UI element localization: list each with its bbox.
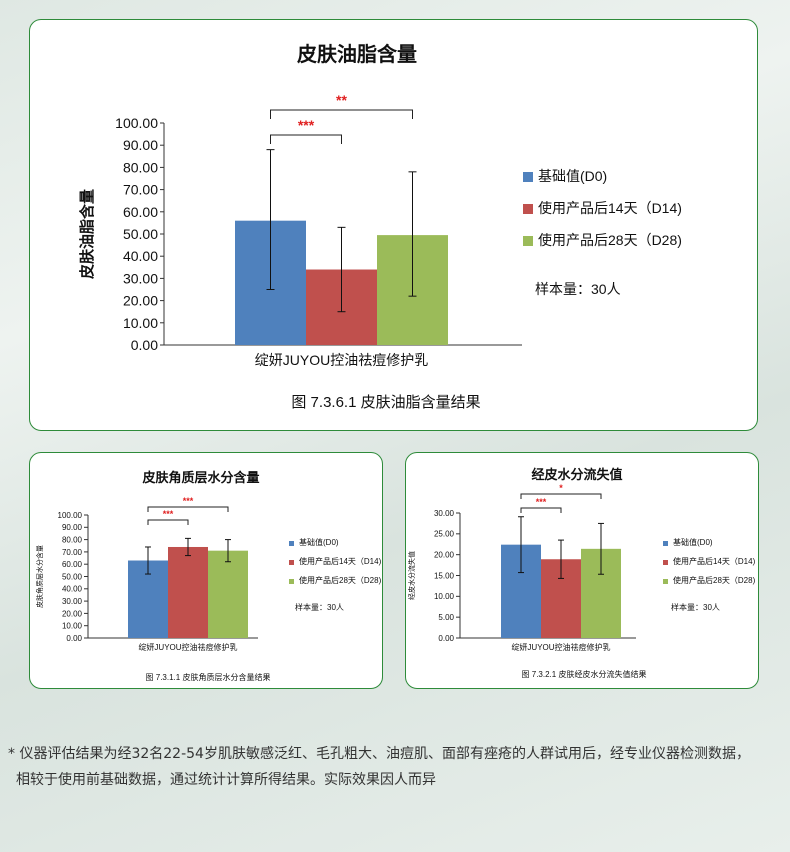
y-tick-label: 25.00 (434, 530, 455, 539)
y-tick-label: 0.00 (66, 634, 82, 643)
y-tick-label: 0.00 (131, 337, 158, 353)
footnote: * 仪器评估结果为经32名22-54岁肌肤敏感泛红、毛孔粗大、油痘肌、面部有痤疮… (8, 741, 788, 793)
category-label: 绽妍JUYOU控油祛痘修护乳 (511, 642, 610, 652)
chart-title: 皮肤角质层水分含量 (141, 470, 259, 485)
sample-size-label: 样本量：30人 (295, 602, 344, 612)
y-tick-label: 20.00 (123, 293, 158, 309)
bar-d14 (168, 546, 208, 638)
legend-label-baseline: 基础值(D0) (538, 168, 607, 184)
category-label: 绽妍JUYOU控油祛痘修护乳 (138, 642, 237, 652)
significance-bracket (520, 493, 602, 499)
y-tick-label: 30.00 (62, 597, 83, 606)
legend-label-d28: 使用产品后28天（D28) (538, 232, 682, 248)
legend-swatch-baseline (523, 172, 533, 182)
category-label: 绽妍JUYOU控油祛痘修护乳 (255, 352, 428, 368)
footnote-line-1: * 仪器评估结果为经32名22-54岁肌肤敏感泛红、毛孔粗大、油痘肌、面部有痤疮… (8, 746, 750, 762)
significance-stars: *** (298, 117, 315, 133)
sample-size-label: 样本量：30人 (671, 602, 720, 612)
significance-bracket (270, 109, 413, 119)
y-tick-label: 60.00 (123, 204, 158, 220)
y-tick-label: 70.00 (123, 182, 158, 198)
y-tick-label: 10.00 (123, 315, 158, 331)
y-tick-label: 20.00 (434, 551, 455, 560)
bar-d28 (208, 550, 248, 638)
figure-caption: 图 7.3.6.1 皮肤油脂含量结果 (291, 394, 480, 411)
tewl-card: 经皮水分流失值 0.00 5.00 10.00 15.00 20.00 25.00 30.00… (405, 452, 759, 689)
y-tick-label: 60.00 (62, 560, 83, 569)
chart-title: 经皮水分流失值 (531, 467, 622, 482)
significance-stars: ** (336, 92, 347, 108)
legend-swatch-d14 (289, 560, 294, 565)
hydration-chart: 皮肤角质层水分含量 0.00 10.00 20.00 30.00 40.00 50.00 60… (35, 470, 382, 682)
y-axis-label: 皮肤油脂含量 (78, 189, 96, 279)
significance-stars: * (559, 483, 563, 493)
tewl-chart: 经皮水分流失值 0.00 5.00 10.00 15.00 20.00 25.00 30.00… (407, 467, 756, 679)
y-tick-label: 0.00 (438, 634, 454, 643)
oil-content-card: 皮肤油脂含量 0.00 10.00 20.00 30.00 40.00 50.00 60.00… (29, 19, 758, 431)
legend-label-d28: 使用产品后28天（D28) (299, 575, 382, 585)
legend-label-d14: 使用产品后14天（D14) (299, 556, 382, 566)
y-tick-label: 30.00 (123, 270, 158, 286)
sample-size-label: 样本量：30人 (535, 281, 621, 297)
y-tick-label: 50.00 (123, 226, 158, 242)
y-tick-label: 70.00 (62, 548, 83, 557)
chart-title: 皮肤油脂含量 (297, 42, 417, 66)
significance-bracket (147, 506, 229, 512)
y-tick-label: 90.00 (62, 523, 83, 532)
y-tick-label: 5.00 (438, 613, 454, 622)
legend-swatch-baseline (289, 541, 294, 546)
y-tick-label: 80.00 (123, 159, 158, 175)
y-tick-label: 100.00 (58, 511, 83, 520)
legend-swatch-baseline (663, 541, 668, 546)
y-axis-label: 经皮水分流失值 (407, 551, 416, 600)
footnote-line-2: 相较于使用前基础数据，通过统计计算所得结果。实际效果因人而异 (16, 772, 436, 788)
y-tick-label: 50.00 (62, 572, 83, 581)
hydration-card: 皮肤角质层水分含量 0.00 10.00 20.00 30.00 40.00 50.00 60… (29, 452, 383, 689)
y-tick-label: 40.00 (62, 585, 83, 594)
legend-label-baseline: 基础值(D0) (673, 537, 713, 547)
y-tick-label: 30.00 (434, 509, 455, 518)
legend-swatch-d28 (663, 579, 668, 584)
oil-content-chart: 皮肤油脂含量 0.00 10.00 20.00 30.00 40.00 50.00 60.00… (78, 42, 682, 411)
significance-bracket (520, 507, 562, 513)
y-tick-label: 15.00 (434, 571, 455, 580)
legend-label-d14: 使用产品后14天（D14) (673, 556, 756, 566)
significance-stars: *** (163, 509, 174, 519)
significance-bracket (270, 134, 342, 144)
legend-label-d28: 使用产品后28天（D28) (673, 575, 756, 585)
significance-bracket (147, 519, 189, 525)
significance-stars: *** (183, 496, 194, 506)
y-tick-label: 10.00 (434, 592, 455, 601)
legend-label-baseline: 基础值(D0) (299, 537, 339, 547)
legend-swatch-d14 (663, 560, 668, 565)
y-tick-label: 80.00 (62, 535, 83, 544)
legend-swatch-d14 (523, 204, 533, 214)
y-tick-label: 100.00 (115, 115, 158, 131)
y-tick-label: 90.00 (123, 137, 158, 153)
y-axis-label: 皮肤角质层水分含量 (35, 545, 44, 608)
figure-caption: 图 7.3.1.1 皮肤角质层水分含量结果 (146, 672, 271, 682)
legend-swatch-d28 (289, 579, 294, 584)
legend-swatch-d28 (523, 236, 533, 246)
legend-label-d14: 使用产品后14天（D14) (538, 200, 682, 216)
figure-caption: 图 7.3.2.1 皮肤经皮水分流失值结果 (522, 669, 647, 679)
y-tick-label: 10.00 (62, 622, 83, 631)
significance-stars: *** (536, 497, 547, 507)
y-tick-label: 20.00 (62, 609, 83, 618)
y-tick-label: 40.00 (123, 248, 158, 264)
